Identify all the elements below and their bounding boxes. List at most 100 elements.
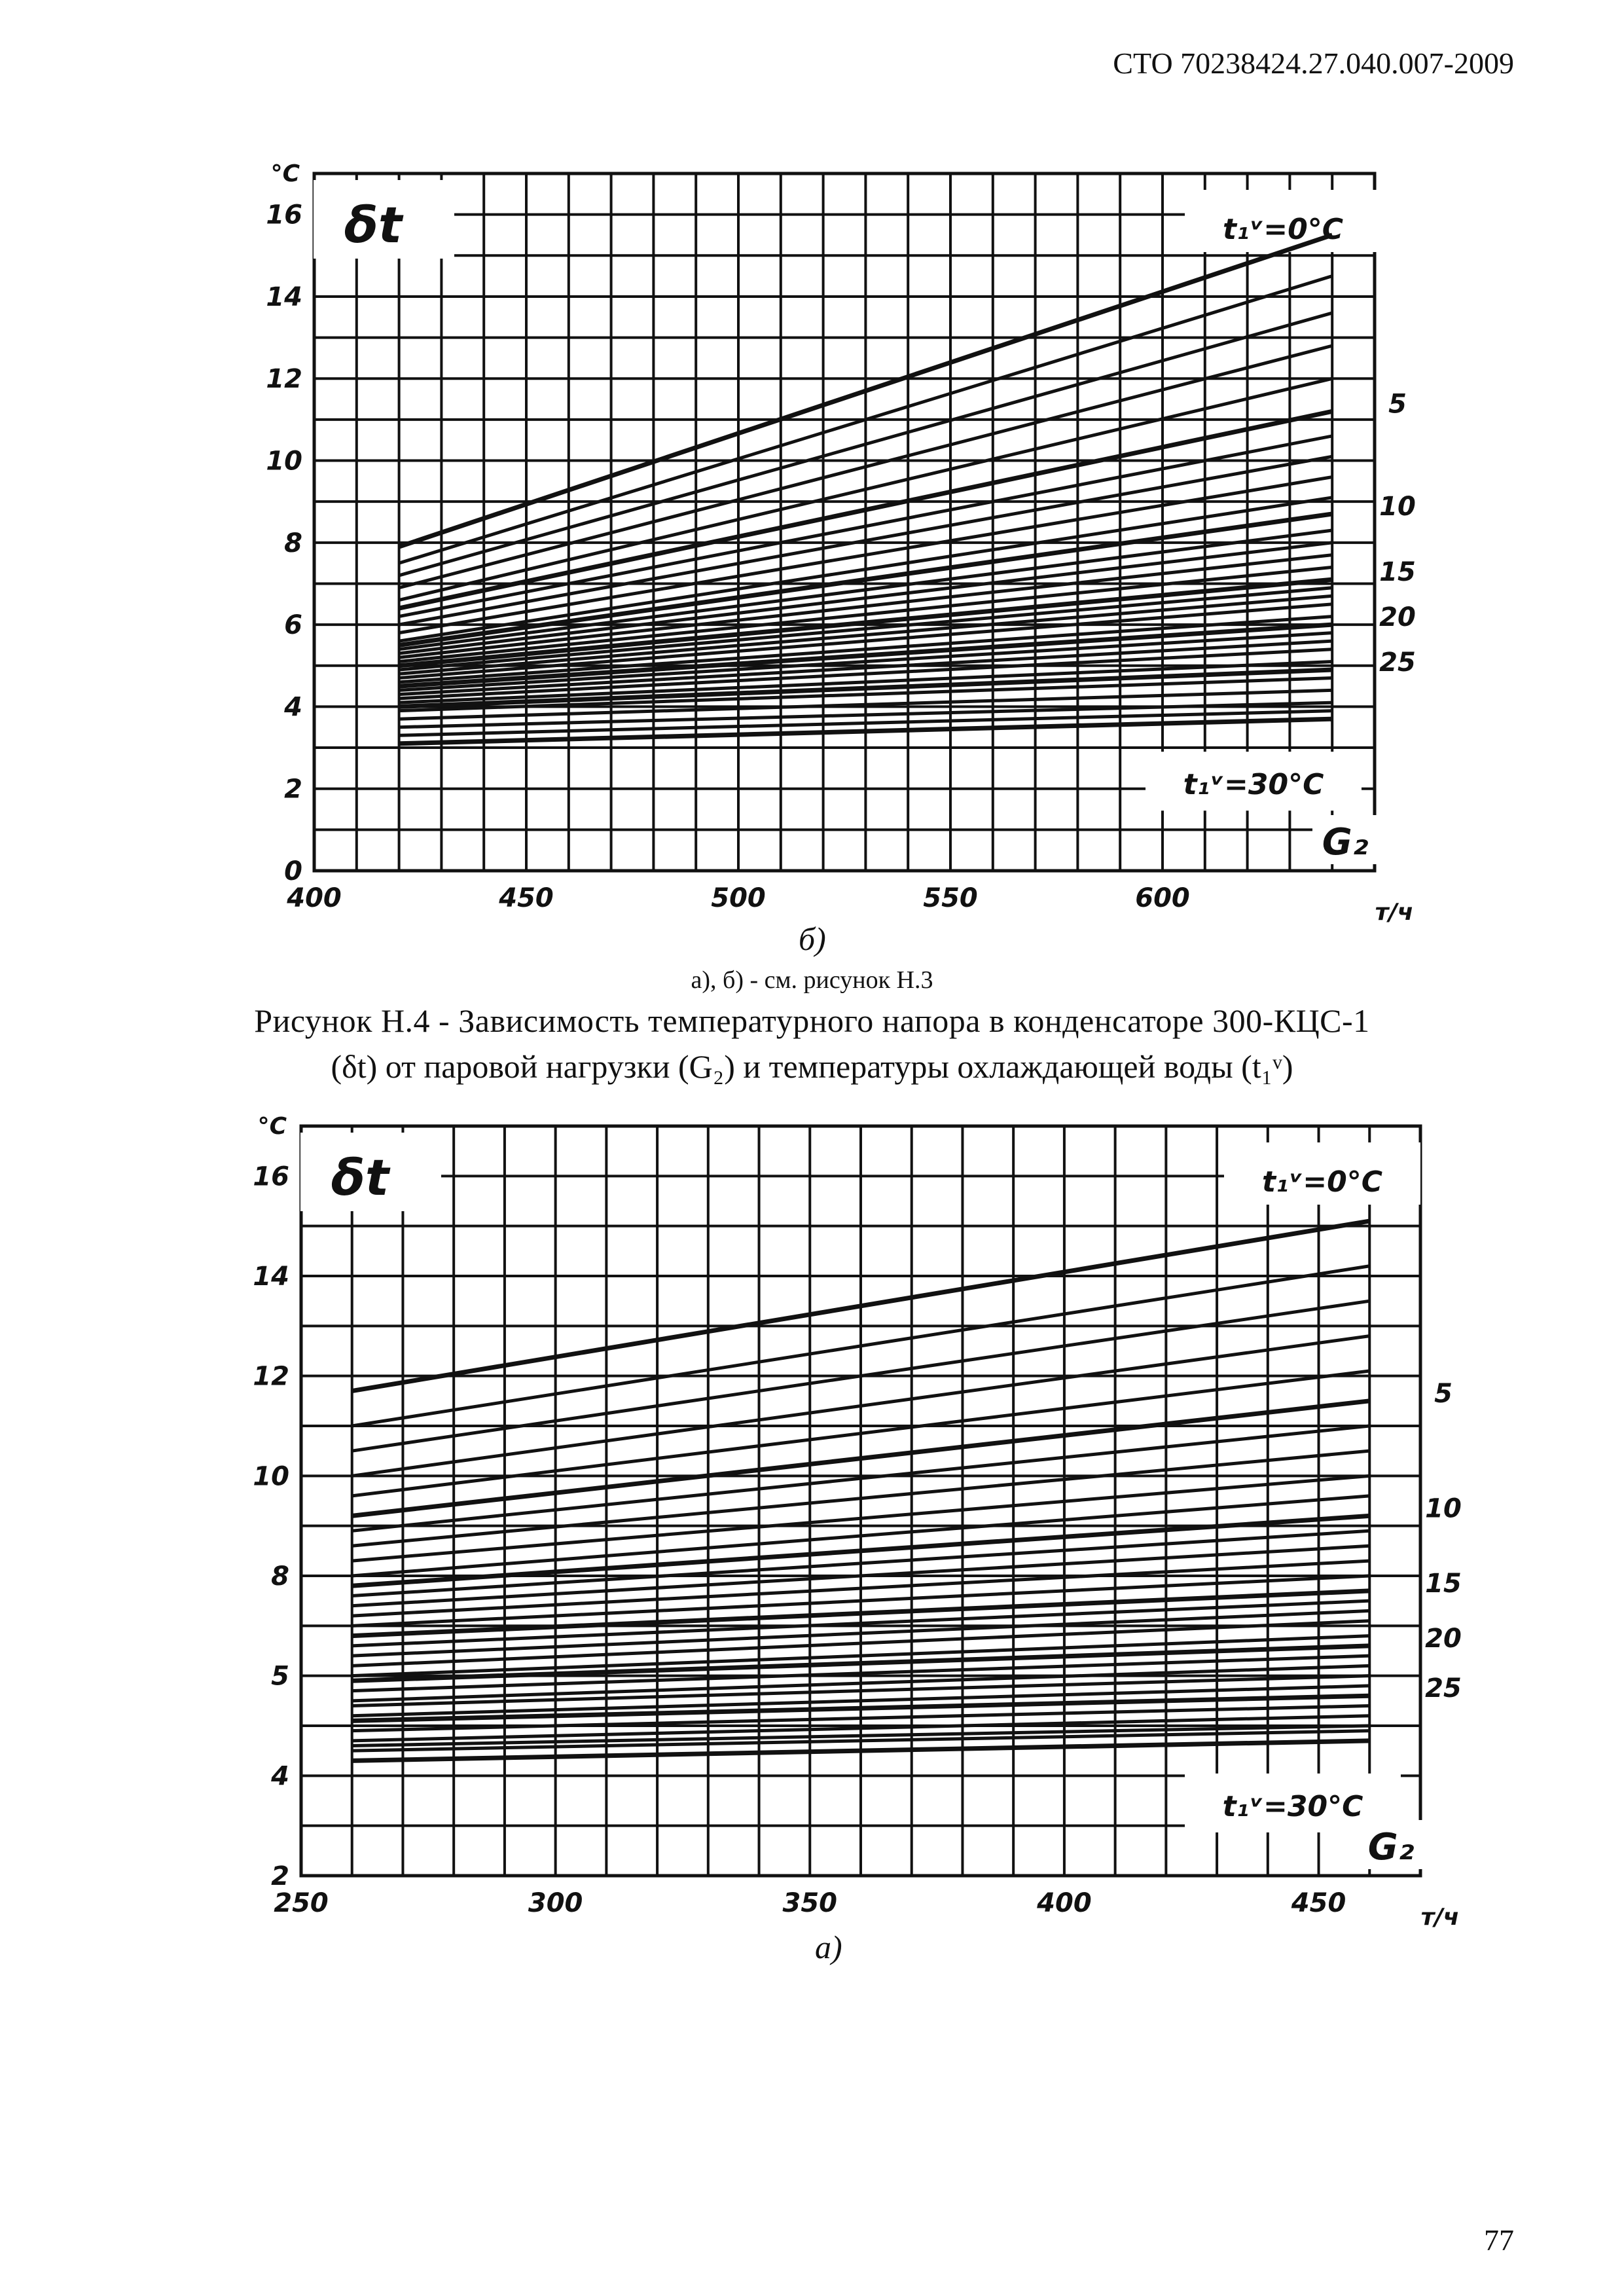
series-line-30: [399, 716, 1333, 746]
series-line-22: [399, 639, 1333, 697]
y-tick-label: 12: [253, 1362, 289, 1392]
series-line-27: [352, 1714, 1370, 1743]
y-unit-label: °C: [271, 160, 300, 187]
annotation-t1-10: 10: [1425, 1493, 1462, 1523]
figure-title: Рисунок Н.4 - Зависимость температурного…: [254, 1002, 1370, 1039]
y-tick-label: 2: [284, 774, 302, 805]
series-line-27: [399, 688, 1333, 721]
series-line-18: [352, 1619, 1370, 1667]
plot-frame: [312, 172, 1377, 873]
series-line-20: [399, 622, 1333, 689]
annotation-backdrop: [1378, 600, 1417, 629]
series-line-14: [352, 1574, 1370, 1628]
annotation-backdrop: [1378, 386, 1417, 416]
annotation-backdrop: [1424, 1565, 1463, 1595]
annotation-backdrop: [1424, 1491, 1463, 1520]
annotation-backdrop: [1378, 555, 1417, 584]
annotation-backdrop: [1146, 752, 1362, 811]
series-line-19: [399, 615, 1333, 684]
series-line-8: [352, 1474, 1370, 1563]
series-line-13: [399, 553, 1333, 659]
annotation-t1-15: 15: [1425, 1569, 1462, 1599]
annotation-backdrop: [1424, 1671, 1463, 1700]
series-line-12: [352, 1544, 1370, 1608]
y-tick-label: 4: [270, 1761, 289, 1791]
x-axis-label: G₂: [1322, 821, 1369, 864]
y-tick-label: 10: [266, 446, 302, 477]
series-line-17: [399, 594, 1333, 676]
series-line-19: [352, 1634, 1370, 1678]
series-line-26: [399, 676, 1333, 713]
x-axis-label: G₂: [1368, 1826, 1415, 1868]
series-line-15: [352, 1588, 1370, 1639]
y-tick-label: 5: [271, 1662, 289, 1692]
x-tick-label: 400: [1036, 1888, 1092, 1918]
y-unit-label: °C: [258, 1113, 287, 1140]
ylabel-backdrop: [300, 1133, 441, 1211]
xlabel-backdrop: [1312, 815, 1384, 864]
y-tick-label: 8: [284, 528, 302, 558]
series-line-6: [399, 434, 1333, 619]
y-tick-label: 12: [266, 364, 302, 394]
x-tick-label: 450: [498, 883, 554, 913]
series-line-28: [352, 1724, 1370, 1748]
figure-subtitle: (δt) от паровой нагрузки (G₂) и температ…: [331, 1048, 1293, 1085]
series-line-10: [352, 1513, 1370, 1588]
series-line-12: [399, 541, 1333, 655]
series-line-9: [352, 1494, 1370, 1578]
x-unit-label: т/ч: [1375, 899, 1414, 926]
series-line-24: [399, 660, 1333, 704]
series-line-18: [399, 602, 1333, 680]
series-line-30: [352, 1738, 1370, 1763]
annotation-t1-20: 20: [1425, 1624, 1462, 1654]
x-tick-label: 250: [274, 1888, 329, 1918]
series-line-0: [398, 232, 1333, 549]
series-line-24: [352, 1684, 1370, 1718]
series-line-9: [399, 496, 1333, 643]
series-line-5: [352, 1398, 1370, 1518]
x-tick-label: 600: [1135, 883, 1190, 913]
y-tick-label: 10: [253, 1461, 289, 1491]
y-tick-label: 4: [283, 692, 302, 722]
series-line-7: [352, 1449, 1370, 1548]
annotation-t1-30: t₁ᵛ=30°C: [1183, 768, 1324, 801]
series-line-10: [399, 511, 1333, 647]
annotation-backdrop: [1378, 645, 1417, 674]
series-line-22: [352, 1664, 1370, 1703]
series-line-23: [352, 1674, 1370, 1707]
y-axis-label: δt: [344, 196, 404, 254]
annotation-t1-30: t₁ᵛ=30°C: [1223, 1790, 1363, 1823]
series-line-5: [398, 409, 1333, 611]
x-tick-label: 400: [286, 883, 342, 913]
series-line-14: [399, 565, 1333, 663]
series-line-2: [352, 1299, 1370, 1453]
series-line-13: [352, 1559, 1370, 1618]
document-code: СТО 70238424.27.040.007-2009: [1113, 46, 1514, 80]
series-line-8: [399, 475, 1333, 635]
series-line-4: [352, 1369, 1370, 1498]
annotation-t1-25: 25: [1425, 1673, 1462, 1704]
panel-label-a: а): [815, 1929, 842, 1965]
series-line-17: [352, 1609, 1370, 1658]
series-line-23: [399, 647, 1333, 701]
series-line-25: [352, 1693, 1370, 1723]
annotation-t1-20: 20: [1379, 602, 1416, 632]
series-line-11: [352, 1529, 1370, 1598]
x-tick-label: 500: [711, 883, 766, 913]
annotation-t1-15: 15: [1379, 557, 1416, 587]
annotation-backdrop: [1224, 1142, 1420, 1205]
series-line-2: [398, 311, 1333, 577]
x-unit-label: т/ч: [1421, 1904, 1460, 1931]
series-line-11: [399, 528, 1333, 651]
y-tick-label: 0: [284, 856, 302, 886]
series-line-3: [352, 1334, 1370, 1478]
series-line-25: [399, 667, 1333, 709]
y-tick-label: 6: [284, 610, 302, 640]
series-line-3: [398, 344, 1333, 590]
series-line-1: [352, 1264, 1370, 1428]
series-line-7: [399, 454, 1333, 627]
series-line-29: [399, 709, 1333, 737]
x-tick-label: 550: [923, 883, 978, 913]
y-tick-label: 8: [271, 1561, 289, 1592]
